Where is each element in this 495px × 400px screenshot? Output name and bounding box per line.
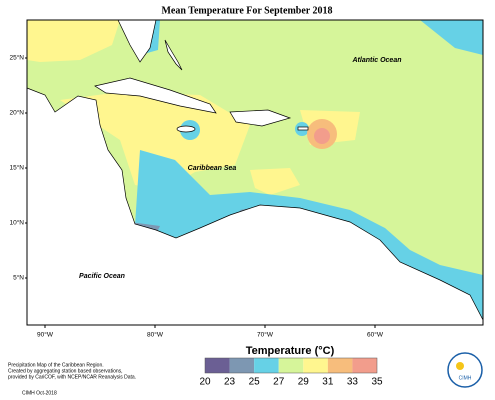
lat-label: 25°N: [9, 54, 24, 62]
lat-label: 10°N: [9, 219, 24, 227]
logo-text: CIMH: [459, 375, 472, 381]
jamaica: [176, 125, 196, 133]
legend-swatch: [254, 358, 279, 373]
ocean-label: Pacific Ocean: [79, 273, 125, 280]
legend-swatch: [303, 358, 328, 373]
note-line: Created by aggregating station based obs…: [8, 368, 123, 374]
legend-swatch: [205, 358, 230, 373]
lon-label: 70°W: [257, 331, 274, 339]
legend-swatch: [229, 358, 255, 373]
legend-tick-label: 33: [347, 377, 359, 388]
legend-tick-label: 27: [273, 377, 285, 388]
legend-swatch: [278, 358, 304, 373]
legend-tick-label: 23: [224, 377, 236, 388]
logo-sun: [456, 362, 464, 370]
hispaniola: [229, 109, 292, 127]
legend-tick-label: 35: [371, 377, 383, 388]
lon-label: 90°W: [37, 331, 54, 339]
coastal-band: [135, 150, 483, 325]
legend-tick-label: 31: [322, 377, 334, 388]
logo: [447, 352, 483, 388]
title: Mean Temperature For September 2018: [161, 5, 332, 16]
map-frame: [26, 19, 484, 326]
warm-patch: [27, 20, 120, 62]
legend-swatch: [327, 358, 353, 373]
legend-frame: [204, 357, 378, 374]
lon-label: 80°W: [147, 331, 164, 339]
bahamas: [164, 39, 183, 71]
sea-label: Caribbean Sea: [188, 165, 237, 172]
map-area: [26, 19, 484, 326]
credit: CIMH Oct-2018: [22, 390, 57, 396]
hot-patch: [314, 128, 330, 144]
lat-label: 20°N: [9, 109, 24, 117]
note: Precipitation Map of the Caribbean Regio…: [8, 362, 136, 396]
lat-label: 15°N: [9, 164, 24, 172]
legend-title: Temperature (°C): [246, 345, 335, 357]
mainland: [26, 87, 484, 326]
legend-tick-label: 29: [298, 377, 310, 388]
puerto-rico: [297, 126, 309, 131]
note-line: provided by CariCOF, with NCEP/NCAR Rean…: [8, 374, 136, 380]
legend-swatch: [352, 358, 377, 373]
legend-tick-label: 20: [199, 377, 211, 388]
cool-patch: [420, 20, 483, 55]
legend-tick-label: 25: [249, 377, 261, 388]
note-line: Precipitation Map of the Caribbean Regio…: [8, 362, 104, 368]
lat-label: 5°N: [13, 274, 24, 282]
warm-patch: [60, 92, 250, 190]
warm-patch: [250, 168, 300, 195]
ocean-label: Atlantic Ocean: [351, 57, 401, 64]
lon-label: 60°W: [367, 331, 384, 339]
cuba: [94, 77, 217, 114]
